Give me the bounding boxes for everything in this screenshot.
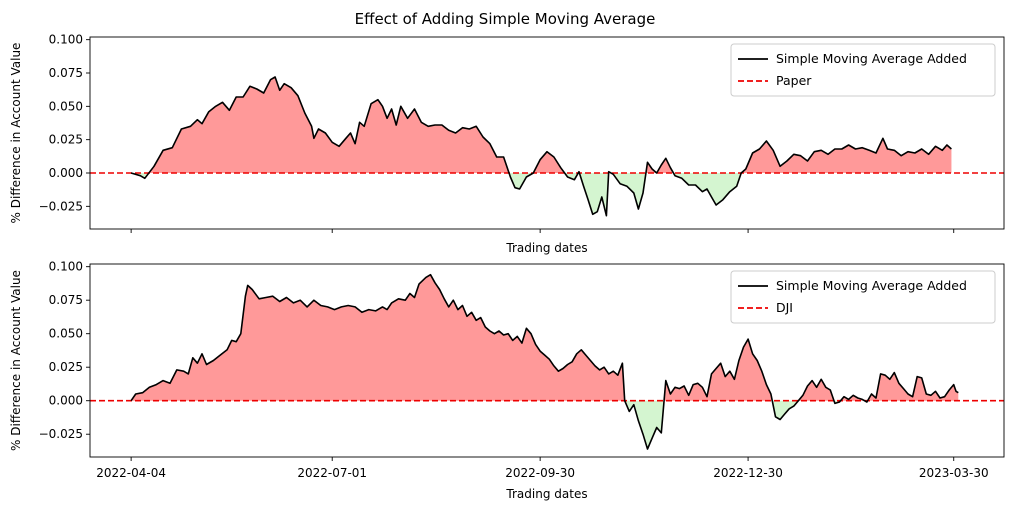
positive-fill-area: [148, 77, 952, 173]
negative-fill-area: [131, 173, 742, 216]
y-axis-label: % Difference in Account Value: [9, 270, 23, 451]
legend-label: Simple Moving Average Added: [776, 51, 967, 66]
legend-box: [730, 43, 996, 97]
x-tick-label: 2023-03-30: [919, 466, 989, 480]
y-tick-label: −0.025: [39, 199, 83, 213]
y-tick-label: 0.050: [49, 327, 83, 341]
x-tick-label: 2022-09-30: [505, 466, 575, 480]
figure-title: Effect of Adding Simple Moving Average: [355, 10, 656, 28]
y-tick-label: 0.100: [49, 33, 83, 47]
legend: Simple Moving Average Added DJI: [730, 270, 996, 324]
y-tick-label: 0.000: [49, 166, 83, 180]
plot-frame: [89, 263, 1005, 458]
y-tick-label: 0.000: [49, 394, 83, 408]
y-tick-label: 0.050: [49, 99, 83, 113]
x-tick-label: 2022-04-04: [96, 466, 166, 480]
x-axis-label: Trading dates: [505, 241, 587, 255]
subplot-2: −0.025 0.000 0.025 0.050 0.075 0.100 2022-04-0…: [9, 260, 1005, 501]
y-axis-label: % Difference in Account Value: [9, 43, 23, 224]
y-tick-label: 0.025: [49, 360, 83, 374]
legend-label: Simple Moving Average Added: [776, 278, 967, 293]
y-tick-label: 0.075: [49, 66, 83, 80]
legend: Simple Moving Average Added Paper: [730, 43, 996, 97]
positive-fill-area: [131, 274, 959, 401]
subplot-1: −0.025 0.000 0.025 0.050 0.075 0.100 Trading d…: [9, 33, 1005, 255]
y-tick-label: −0.025: [39, 427, 83, 441]
legend-label: Paper: [776, 73, 812, 88]
x-tick-label: 2022-12-30: [713, 466, 783, 480]
y-tick-label: 0.100: [49, 260, 83, 274]
x-tick-label: 2022-07-01: [297, 466, 367, 480]
series-line: [130, 273, 959, 450]
negative-fill-area: [624, 400, 868, 449]
legend-label: DJI: [776, 300, 793, 315]
legend-box: [730, 270, 996, 324]
series-line: [130, 76, 952, 217]
x-axis-label: Trading dates: [505, 487, 587, 501]
y-tick-label: 0.025: [49, 133, 83, 147]
plot-frame: [89, 36, 1005, 230]
y-tick-label: 0.075: [49, 293, 83, 307]
